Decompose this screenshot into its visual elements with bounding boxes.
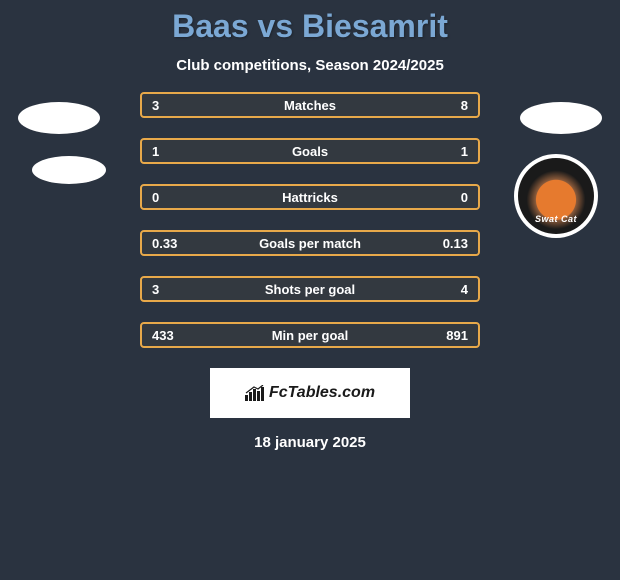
stat-right-value: 891 [428, 328, 468, 343]
branding-box[interactable]: FcTables.com [210, 368, 410, 418]
stat-label: Matches [192, 98, 428, 113]
stat-left-value: 0 [152, 190, 192, 205]
stat-row-goals-per-match: 0.33 Goals per match 0.13 [140, 230, 480, 256]
date-text: 18 january 2025 [0, 434, 620, 451]
team-left-logo-2 [32, 156, 106, 184]
subtitle: Club competitions, Season 2024/2025 [0, 57, 620, 74]
stat-left-value: 433 [152, 328, 192, 343]
stat-row-goals: 1 Goals 1 [140, 138, 480, 164]
team-right-logo-2: Swat Cat [514, 154, 598, 238]
chart-icon [245, 385, 265, 401]
stat-right-value: 0 [428, 190, 468, 205]
stat-row-min-per-goal: 433 Min per goal 891 [140, 322, 480, 348]
stat-row-hattricks: 0 Hattricks 0 [140, 184, 480, 210]
stat-label: Goals [192, 144, 428, 159]
stat-left-value: 3 [152, 282, 192, 297]
stat-label: Hattricks [192, 190, 428, 205]
swat-cat-text: Swat Cat [535, 214, 577, 224]
stat-rows: 3 Matches 8 1 Goals 1 0 Hattricks 0 0.33… [140, 92, 480, 348]
main-container: Baas vs Biesamrit Club competitions, Sea… [0, 0, 620, 451]
branding-text: FcTables.com [269, 384, 375, 402]
stat-label: Goals per match [192, 236, 428, 251]
stat-label: Shots per goal [192, 282, 428, 297]
team-right-logo-1 [520, 102, 602, 134]
stat-left-value: 3 [152, 98, 192, 113]
stat-row-matches: 3 Matches 8 [140, 92, 480, 118]
swat-cat-badge-icon: Swat Cat [518, 158, 594, 234]
stat-row-shots-per-goal: 3 Shots per goal 4 [140, 276, 480, 302]
stat-right-value: 8 [428, 98, 468, 113]
page-title: Baas vs Biesamrit [0, 8, 620, 45]
stat-right-value: 4 [428, 282, 468, 297]
stat-right-value: 1 [428, 144, 468, 159]
stat-left-value: 1 [152, 144, 192, 159]
stat-left-value: 0.33 [152, 236, 192, 251]
stat-right-value: 0.13 [428, 236, 468, 251]
stats-area: Swat Cat 3 Matches 8 1 Goals 1 0 Hattric… [0, 92, 620, 451]
stat-label: Min per goal [192, 328, 428, 343]
team-left-logo-1 [18, 102, 100, 134]
